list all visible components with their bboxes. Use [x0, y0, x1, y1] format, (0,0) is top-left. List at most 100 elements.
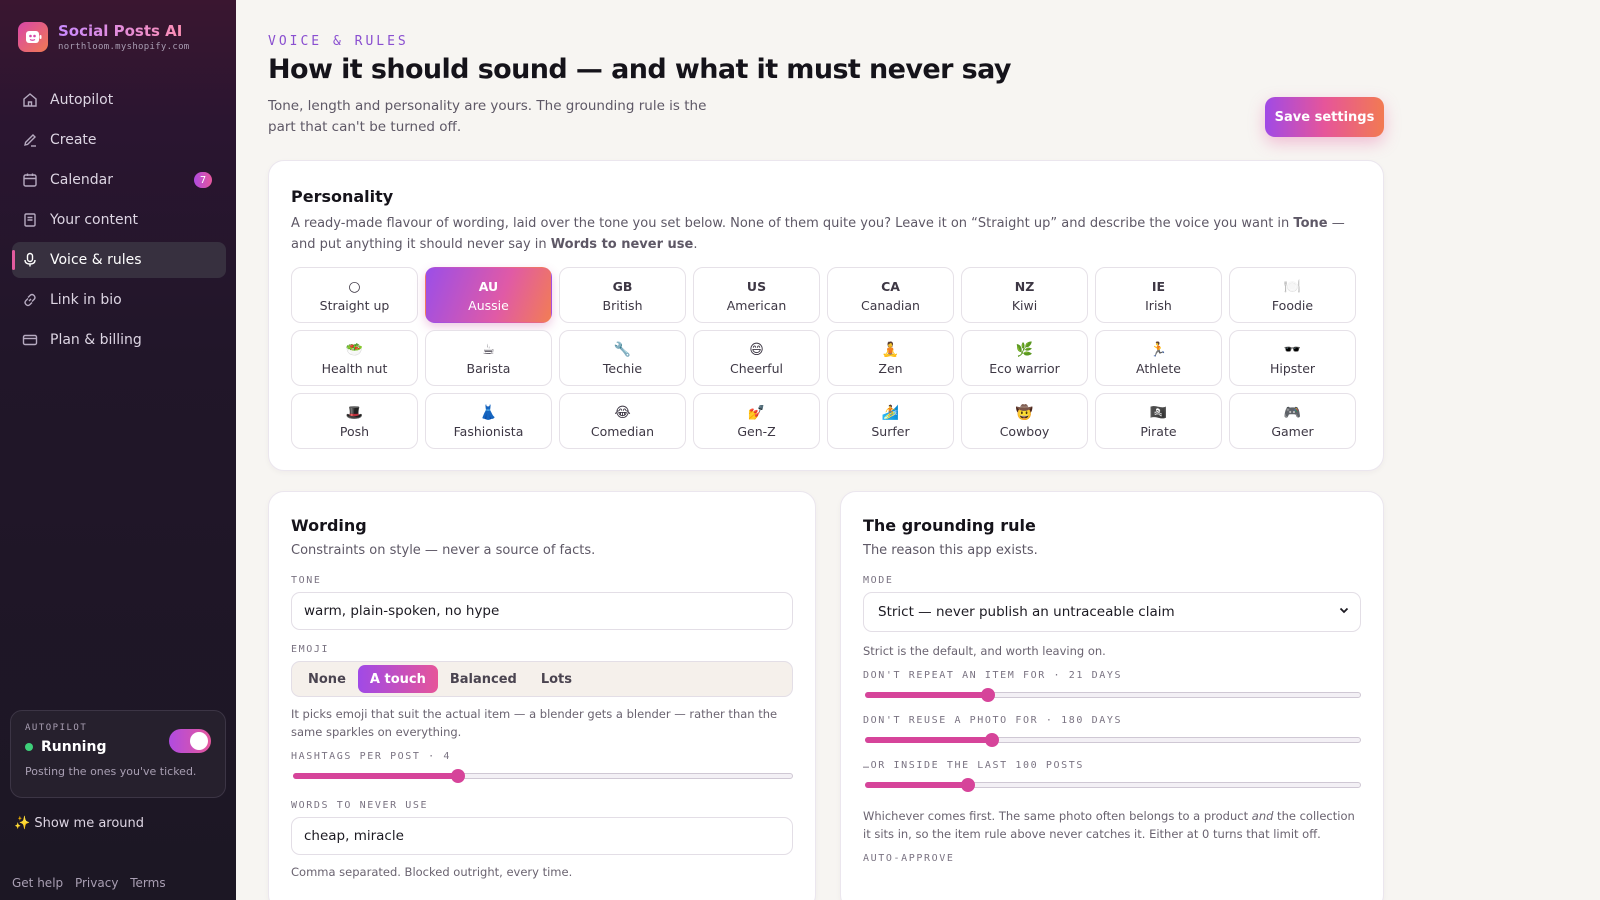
- personality-option-zen[interactable]: 🧘 Zen: [827, 330, 954, 386]
- personality-option-label: Gamer: [1271, 423, 1314, 439]
- personality-card: Personality A ready-made flavour of word…: [268, 160, 1384, 471]
- repeat-item-slider[interactable]: [863, 685, 1361, 705]
- country-code: US: [746, 278, 767, 294]
- personality-option-label: Surfer: [871, 423, 910, 439]
- wording-title: Wording: [291, 516, 367, 535]
- reuse-photo-slider[interactable]: [863, 730, 1361, 750]
- personality-option-posh[interactable]: 🎩 Posh: [291, 393, 418, 449]
- tone-label: TONE: [291, 575, 322, 586]
- emoji-hint: It picks emoji that suit the actual item…: [291, 707, 778, 739]
- personality-option-label: British: [602, 297, 643, 313]
- home-icon: [22, 92, 38, 108]
- personality-option-cheerful[interactable]: 😄 Cheerful: [693, 330, 820, 386]
- sidebar-item-link-in-bio[interactable]: Link in bio: [12, 282, 226, 318]
- personality-option-british[interactable]: GB British: [559, 267, 686, 323]
- show-me-around-label: Show me around: [34, 816, 145, 831]
- autopilot-toggle[interactable]: [169, 729, 211, 753]
- tone-input[interactable]: warm, plain-spoken, no hype: [291, 592, 793, 630]
- personality-option-canadian[interactable]: CA Canadian: [827, 267, 954, 323]
- personality-option-kiwi[interactable]: NZ Kiwi: [961, 267, 1088, 323]
- personality-option-athlete[interactable]: 🏃 Athlete: [1095, 330, 1222, 386]
- slider-thumb[interactable]: [451, 769, 466, 783]
- surfer-icon: 🏄: [881, 404, 900, 421]
- mode-select[interactable]: Strict — never publish an untraceable cl…: [863, 592, 1361, 632]
- personality-option-aussie[interactable]: AU Aussie: [425, 267, 552, 323]
- emoji-option-none[interactable]: None: [308, 671, 346, 687]
- sidebar-item-label: Your content: [50, 212, 138, 228]
- save-settings-button[interactable]: Save settings: [1265, 97, 1384, 137]
- sidebar-item-plan-billing[interactable]: Plan & billing: [12, 322, 226, 358]
- personality-option-label: Zen: [878, 360, 903, 376]
- personality-option-comedian[interactable]: 😂 Comedian: [559, 393, 686, 449]
- personality-option-surfer[interactable]: 🏄 Surfer: [827, 393, 954, 449]
- personality-option-eco-warrior[interactable]: 🌿 Eco warrior: [961, 330, 1088, 386]
- robot-logo-icon: [18, 22, 48, 52]
- personality-option-label: Posh: [339, 423, 370, 439]
- sidebar-item-create[interactable]: Create: [12, 122, 226, 158]
- wrench-icon: 🔧: [613, 341, 632, 358]
- auto-approve-label: AUTO-APPROVE: [863, 853, 955, 864]
- personality-option-irish[interactable]: IE Irish: [1095, 267, 1222, 323]
- personality-option-gamer[interactable]: 🎮 Gamer: [1229, 393, 1356, 449]
- calendar-count-badge: 7: [194, 172, 212, 188]
- personality-option-label: Pirate: [1140, 423, 1177, 439]
- personality-options: ○ Straight up AU Aussie GB British US American C…: [291, 267, 1356, 449]
- never-use-input[interactable]: cheap, miracle: [291, 817, 793, 855]
- mode-label: MODE: [863, 575, 894, 586]
- slider-fill: [293, 773, 459, 779]
- personality-option-pirate[interactable]: 🏴‍☠️ Pirate: [1095, 393, 1222, 449]
- emoji-option-a-touch[interactable]: A touch: [357, 665, 438, 693]
- personality-option-health-nut[interactable]: 🥗 Health nut: [291, 330, 418, 386]
- app-name: Social Posts AI: [58, 22, 190, 40]
- repeat-label: DON'T REPEAT AN ITEM FOR · 21 DAYS: [863, 670, 1123, 681]
- last-posts-slider[interactable]: [863, 775, 1361, 795]
- personality-option-hipster[interactable]: 🕶️ Hipster: [1229, 330, 1356, 386]
- personality-option-label: American: [726, 297, 787, 313]
- emoji-option-lots[interactable]: Lots: [540, 671, 573, 687]
- brand[interactable]: Social Posts AI northloom.myshopify.com: [18, 22, 190, 52]
- personality-option-techie[interactable]: 🔧 Techie: [559, 330, 686, 386]
- personality-option-label: Athlete: [1136, 360, 1181, 376]
- main-content: VOICE & RULES How it should sound — and …: [236, 0, 1600, 900]
- link-icon: [22, 292, 38, 308]
- smile-icon: 😄: [749, 341, 764, 358]
- sidebar-item-calendar[interactable]: Calendar 7: [12, 162, 226, 198]
- personality-option-barista[interactable]: ☕ Barista: [425, 330, 552, 386]
- autopilot-status-card: AUTOPILOT Running Posting the ones you'v…: [10, 710, 226, 798]
- gamepad-icon: 🎮: [1283, 404, 1302, 421]
- country-code: AU: [478, 278, 499, 294]
- autopilot-label: AUTOPILOT: [25, 723, 88, 733]
- get-help-link[interactable]: Get help: [12, 876, 64, 890]
- personality-option-foodie[interactable]: 🍽️ Foodie: [1229, 267, 1356, 323]
- autopilot-status-text: Running: [41, 739, 107, 755]
- personality-option-american[interactable]: US American: [693, 267, 820, 323]
- personality-option-label: Barista: [466, 360, 511, 376]
- sidebar-item-label: Create: [50, 132, 97, 148]
- sidebar-item-your-content[interactable]: Your content: [12, 202, 226, 238]
- personality-option-gen-z[interactable]: 💅 Gen-Z: [693, 393, 820, 449]
- microphone-icon: [22, 252, 38, 268]
- personality-option-cowboy[interactable]: 🤠 Cowboy: [961, 393, 1088, 449]
- personality-option-label: Aussie: [468, 297, 509, 313]
- hashtags-slider[interactable]: [291, 766, 793, 786]
- personality-option-label: Cowboy: [999, 423, 1050, 439]
- sidebar-item-label: Link in bio: [50, 292, 122, 308]
- privacy-link[interactable]: Privacy: [74, 876, 119, 890]
- personality-option-straight-up[interactable]: ○ Straight up: [291, 267, 418, 323]
- emoji-option-balanced[interactable]: Balanced: [449, 671, 517, 687]
- page-eyebrow: VOICE & RULES: [268, 34, 409, 49]
- show-me-around-link[interactable]: ✨ Show me around: [14, 816, 144, 831]
- plate-icon: 🍽️: [1283, 278, 1302, 295]
- slider-thumb[interactable]: [985, 733, 1000, 747]
- sidebar-item-autopilot[interactable]: Autopilot: [12, 82, 226, 118]
- salad-icon: 🥗: [345, 341, 364, 358]
- terms-link[interactable]: Terms: [130, 876, 166, 890]
- personality-option-label: Hipster: [1269, 360, 1316, 376]
- grounding-card: The grounding rule The reason this app e…: [840, 491, 1384, 900]
- slider-thumb[interactable]: [960, 778, 975, 792]
- personality-option-label: Techie: [602, 360, 643, 376]
- personality-option-fashionista[interactable]: 👗 Fashionista: [425, 393, 552, 449]
- personality-option-label: Canadian: [861, 297, 920, 313]
- slider-thumb[interactable]: [980, 688, 995, 702]
- sidebar-item-voice-rules[interactable]: Voice & rules: [12, 242, 226, 278]
